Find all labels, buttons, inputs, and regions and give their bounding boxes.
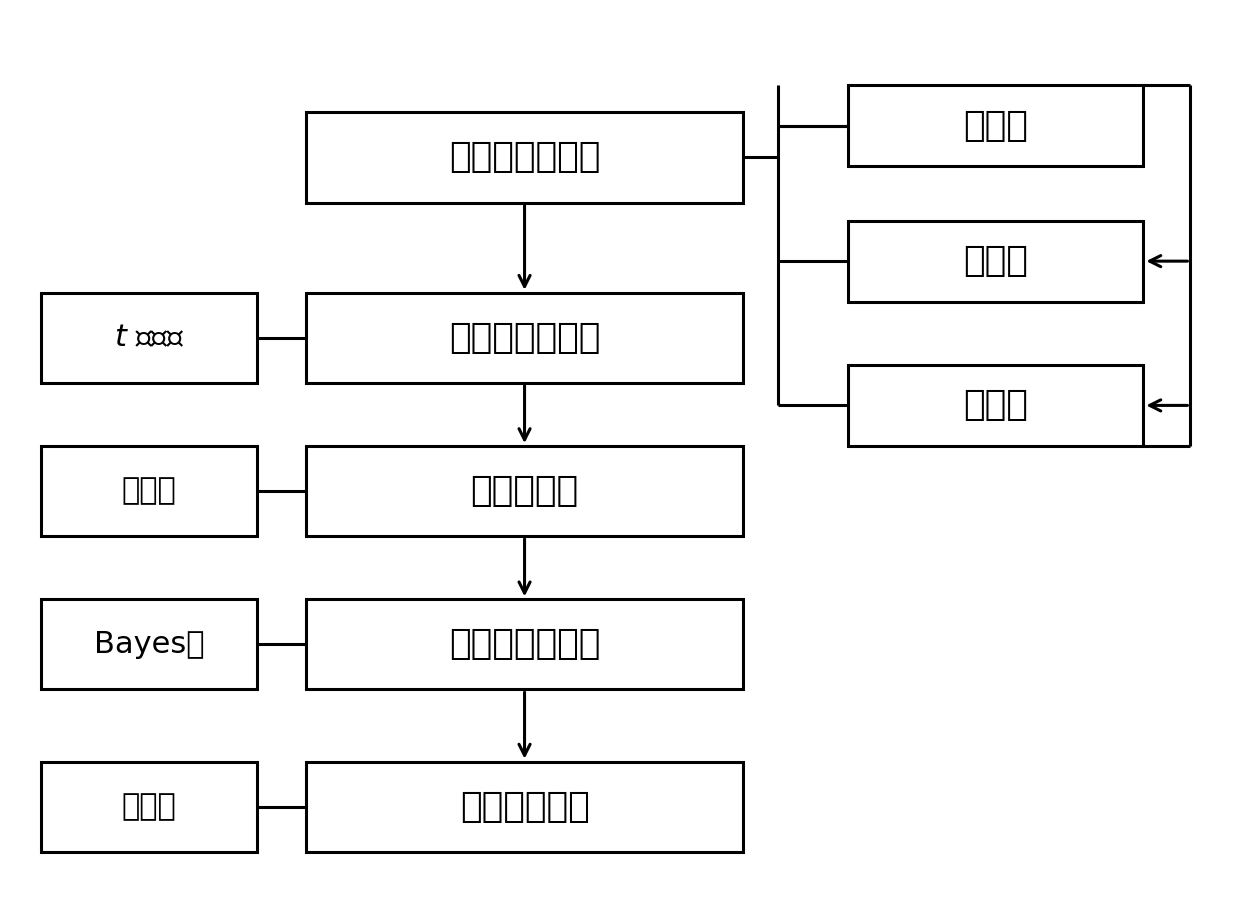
Bar (848, 365, 1143, 446)
Bar (41, 600, 257, 690)
Bar (41, 446, 257, 536)
Bar (306, 762, 743, 852)
Text: 补偿后: 补偿后 (963, 109, 1028, 143)
Text: $t$ 检验准: $t$ 检验准 (114, 323, 184, 352)
Bar (848, 86, 1143, 167)
Text: 腐蚀率数据融合: 腐蚀率数据融合 (449, 627, 600, 662)
Bar (41, 293, 257, 383)
Text: 波长数据预处理: 波长数据预处理 (449, 140, 600, 175)
Bar (306, 446, 743, 536)
Text: 分位图: 分位图 (122, 477, 176, 506)
Bar (306, 293, 743, 383)
Text: 波长变: 波长变 (963, 244, 1028, 278)
Text: 一致性检验: 一致性检验 (470, 474, 579, 508)
Text: 异常数据检验与: 异常数据检验与 (449, 321, 600, 355)
Bar (41, 762, 257, 852)
Bar (848, 220, 1143, 302)
Text: 腐蚀率: 腐蚀率 (963, 389, 1028, 422)
Text: 模糊数: 模糊数 (122, 792, 176, 821)
Text: Bayes融: Bayes融 (94, 630, 205, 659)
Text: 模糊区间建立: 模糊区间建立 (460, 790, 589, 824)
Bar (306, 600, 743, 690)
Bar (306, 112, 743, 203)
